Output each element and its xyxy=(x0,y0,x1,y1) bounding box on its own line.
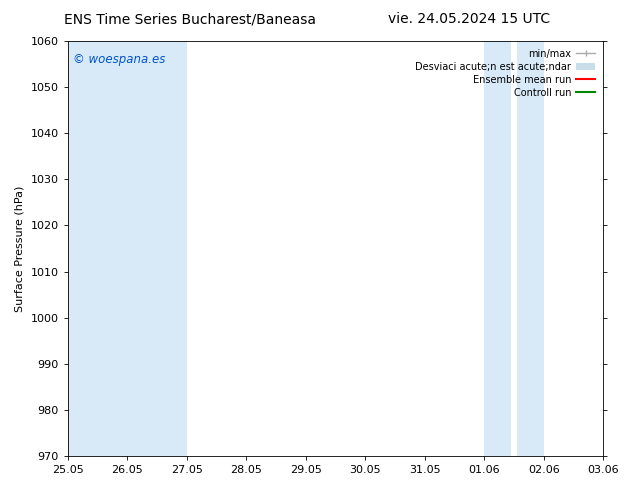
Y-axis label: Surface Pressure (hPa): Surface Pressure (hPa) xyxy=(15,185,25,312)
Bar xyxy=(517,41,544,456)
Legend: min/max, Desviaci acute;n est acute;ndar, Ensemble mean run, Controll run: min/max, Desviaci acute;n est acute;ndar… xyxy=(412,46,598,100)
Text: ENS Time Series Bucharest/Baneasa: ENS Time Series Bucharest/Baneasa xyxy=(64,12,316,26)
Bar xyxy=(603,41,634,456)
Bar xyxy=(484,41,511,456)
Text: vie. 24.05.2024 15 UTC: vie. 24.05.2024 15 UTC xyxy=(388,12,550,26)
Text: © woespana.es: © woespana.es xyxy=(73,53,165,67)
Bar xyxy=(68,41,186,456)
